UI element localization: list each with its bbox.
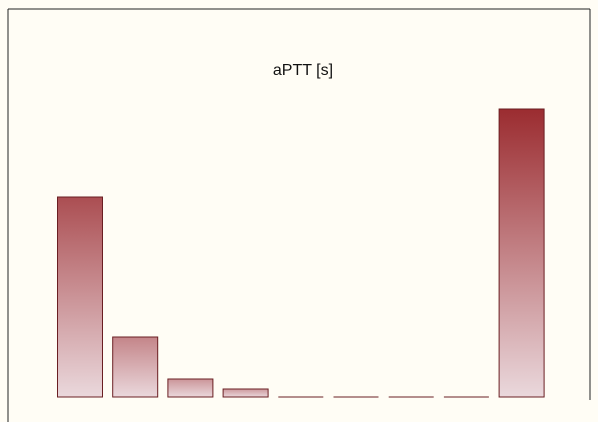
chart-title: aPTT [s] bbox=[273, 62, 333, 79]
bar-2 bbox=[112, 336, 159, 398]
bar-3 bbox=[167, 378, 214, 398]
bar-1 bbox=[57, 196, 103, 398]
bar-4 bbox=[222, 388, 269, 398]
bar-9 bbox=[498, 108, 545, 398]
bars-group bbox=[57, 108, 545, 398]
